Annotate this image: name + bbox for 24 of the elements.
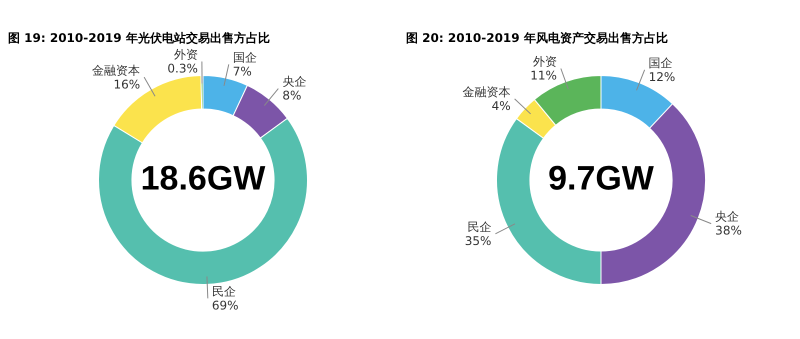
slice-label: 央企 — [715, 210, 740, 224]
data-label: 7% — [232, 64, 252, 78]
slice-label: 外资 — [174, 48, 198, 62]
slice-label: 金融资本 — [92, 63, 140, 78]
data-label: 11% — [530, 68, 557, 83]
data-label: 35% — [464, 234, 492, 248]
slice-label: 金融资本 — [462, 85, 511, 100]
data-label: 12% — [648, 70, 676, 84]
text: 9.7GW — [548, 159, 655, 198]
slice-label: 国企 — [648, 56, 673, 70]
slice-label: 国企 — [232, 50, 257, 64]
slice-label: 民企 — [467, 220, 492, 234]
slice-label: 央企 — [282, 74, 306, 89]
slice-label: 外资 — [532, 54, 557, 69]
chart-title: 图 19: 2010-2019 年光伏电站交易出售方占比 — [8, 30, 271, 47]
text: 18.6GW — [140, 159, 266, 198]
slice-label: 民企 — [212, 284, 236, 299]
chart-title: 图 20: 2010-2019 年风电资产交易出售方占比 — [406, 30, 669, 47]
data-label: 38% — [715, 224, 742, 238]
data-label: 4% — [492, 99, 511, 114]
data-label: 0.3% — [167, 62, 198, 76]
data-label: 69% — [212, 298, 238, 313]
data-label: 8% — [282, 88, 302, 103]
data-label: 16% — [113, 77, 140, 92]
